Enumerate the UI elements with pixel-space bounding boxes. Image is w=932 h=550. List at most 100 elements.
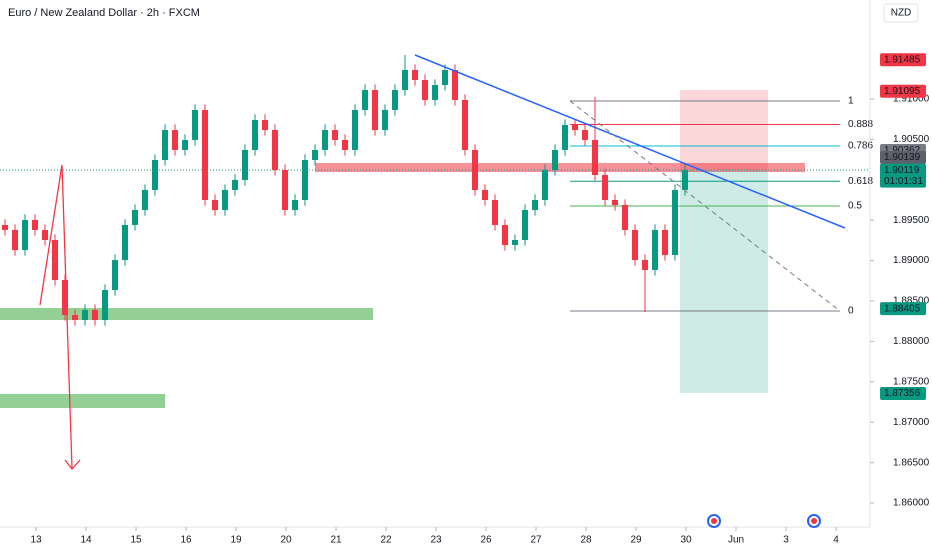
- candle-body: [92, 309, 98, 320]
- candle-body: [472, 149, 478, 190]
- y-tick-label: 1.88000: [893, 336, 930, 347]
- candle-body: [412, 69, 418, 80]
- chart-title: Euro / New Zealand Dollar · 2h · FXCM: [8, 7, 200, 19]
- candle-body: [402, 69, 408, 91]
- fib-label: 0.5: [848, 201, 862, 212]
- candle-body: [352, 109, 358, 150]
- y-tick-label: 1.86500: [893, 457, 930, 468]
- x-tick-label: 16: [180, 535, 192, 546]
- candle-body: [382, 109, 388, 131]
- y-tick-label: 1.88500: [893, 296, 930, 307]
- candle-body: [422, 79, 428, 100]
- x-tick-label: 4: [833, 535, 839, 546]
- x-tick-label: 29: [630, 535, 642, 546]
- price-badge: [880, 151, 926, 165]
- candle-body: [432, 85, 438, 100]
- candle-body: [512, 239, 518, 246]
- x-tick-label: 22: [380, 535, 392, 546]
- y-tick-label: 1.86000: [893, 498, 930, 509]
- x-tick-label: 3: [783, 535, 789, 546]
- candle-body: [52, 239, 58, 280]
- currency-button[interactable]: [883, 3, 919, 23]
- candles: [2, 54, 688, 326]
- candle-body: [662, 229, 668, 256]
- candle-body: [102, 290, 108, 320]
- price-badge: [880, 163, 926, 188]
- price-badge-label: 1.90119: [884, 165, 920, 176]
- x-tick-label: 15: [130, 535, 142, 546]
- candle-body: [312, 149, 318, 160]
- y-tick-label: 1.89000: [893, 255, 930, 266]
- y-tick-label: 1.90500: [893, 134, 930, 145]
- price-badge: [880, 84, 926, 98]
- x-tick-label: 30: [680, 535, 692, 546]
- y-tick-label: 1.91000: [893, 94, 930, 105]
- arrow: [39, 164, 73, 469]
- trend-line: [414, 54, 846, 229]
- candle-body: [372, 90, 378, 131]
- y-tick-label: 1.87500: [893, 376, 930, 387]
- candle-body: [542, 170, 548, 200]
- candle-body: [632, 229, 638, 261]
- price-badge: [880, 53, 926, 67]
- candle-body: [162, 130, 168, 160]
- candle-body: [282, 170, 288, 211]
- candle-body: [322, 130, 328, 150]
- candle-body: [22, 219, 28, 251]
- candle-body: [212, 199, 218, 211]
- candle-body: [192, 109, 198, 140]
- candle-body: [612, 199, 618, 206]
- candle-body: [202, 109, 208, 200]
- candle-body: [182, 139, 188, 150]
- candle-body: [132, 210, 138, 225]
- candle-body: [452, 69, 458, 100]
- candle-body: [572, 125, 578, 131]
- candle-body: [122, 224, 128, 261]
- candle-body: [242, 149, 248, 180]
- axes: 1.91000 1.90500 1.89500 1.89000 1.88500 1.880…: [30, 53, 930, 546]
- support-zone: [0, 308, 373, 320]
- candle-body: [142, 189, 148, 211]
- y-tick-label: 1.87000: [893, 417, 930, 428]
- candle-body: [592, 139, 598, 176]
- event-icon-dot: [711, 518, 717, 524]
- candle-body: [642, 260, 648, 270]
- candle-body: [502, 224, 508, 246]
- fib-label: 1: [848, 96, 854, 107]
- y-tick-label: 1.89500: [893, 215, 930, 226]
- candle-body: [622, 205, 628, 230]
- candle-body: [252, 119, 258, 150]
- candle-body: [2, 224, 8, 230]
- fib-diagonal: [569, 100, 841, 312]
- candle-body: [582, 130, 588, 140]
- candle-body: [492, 199, 498, 225]
- candle-body: [42, 229, 48, 240]
- candle-body: [342, 139, 348, 150]
- price-badge-label: 1.87356: [884, 388, 921, 399]
- resistance-zone: [315, 163, 805, 172]
- fib-label: 0.786: [848, 141, 873, 152]
- price-badge-label: 1.91485: [884, 54, 921, 65]
- candle-body: [222, 189, 228, 211]
- x-tick-label: 28: [580, 535, 592, 546]
- price-badge-label: 1.90362: [884, 145, 921, 156]
- price-badge: [880, 302, 926, 316]
- candle-body: [302, 159, 308, 200]
- candle-body: [272, 130, 278, 171]
- x-tick-label: 23: [430, 535, 442, 546]
- x-tick-label: 13: [30, 535, 42, 546]
- price-badge: [880, 386, 926, 400]
- currency[interactable]: NZD: [891, 8, 912, 19]
- arrow-head: [64, 459, 81, 471]
- candle-body: [602, 175, 608, 200]
- x-tick-label: Jun: [728, 535, 744, 546]
- candle-body: [482, 189, 488, 200]
- candle-body: [552, 149, 558, 171]
- x-tick-label: 19: [230, 535, 242, 546]
- candle-body: [392, 90, 398, 110]
- fib-label: 0.618: [848, 176, 873, 187]
- x-tick-label: 26: [480, 535, 492, 546]
- candle-body: [292, 199, 298, 211]
